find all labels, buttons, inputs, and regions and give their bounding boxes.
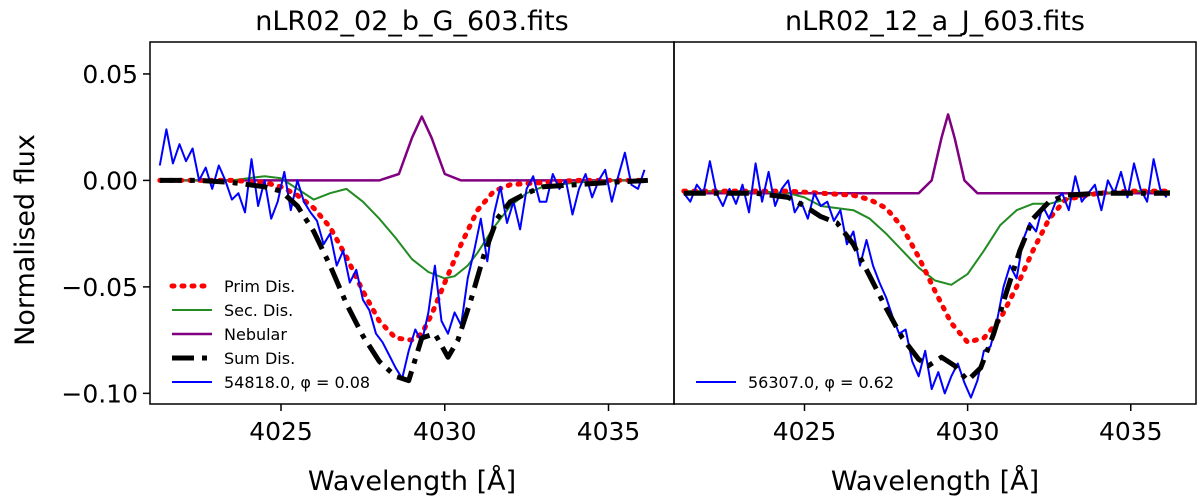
legend-label: Sum Dis. xyxy=(224,349,295,368)
y-axis-label: Normalised flux xyxy=(10,134,41,346)
series-line-prim-dis xyxy=(681,188,1173,345)
series-line-prim-dis xyxy=(157,177,651,343)
series-line-sum-dis xyxy=(683,190,1170,384)
x-tick-label: 4025 xyxy=(249,417,313,446)
panel-left: 4025 4030 4035 −0.10 −0.05 0.00 0.05 Prim Dis. S… xyxy=(61,41,675,446)
y-tick-label: 0.05 xyxy=(82,60,138,89)
x-tick-label: 4025 xyxy=(773,417,837,446)
legend-label: Prim Dis. xyxy=(224,277,295,296)
legend-label: Sec. Dis. xyxy=(224,301,293,320)
plot-frame xyxy=(673,41,1197,405)
legend-label: 56307.0, φ = 0.62 xyxy=(748,373,894,392)
y-tick-label: −0.05 xyxy=(61,273,138,302)
y-tick-label: −0.10 xyxy=(61,379,138,408)
legend: Prim Dis. Sec. Dis. Nebular Sum Dis. 54818.0… xyxy=(169,277,370,392)
x-tick-label: 4035 xyxy=(1099,417,1163,446)
x-axis-label-right: Wavelength [Å] xyxy=(831,465,1039,497)
series-line-nebular xyxy=(683,113,1170,195)
y-tick-label: 0.00 xyxy=(82,166,138,195)
series-group xyxy=(157,115,651,384)
legend-label: 54818.0, φ = 0.08 xyxy=(224,373,370,392)
x-tick-label: 4030 xyxy=(413,417,477,446)
x-tick-label: 4035 xyxy=(577,417,641,446)
panel-title-right: nLR02_12_a_J_603.fits xyxy=(785,6,1085,37)
legend-label: Nebular xyxy=(224,325,287,344)
series-line-nebular xyxy=(159,115,648,182)
legend: 56307.0, φ = 0.62 xyxy=(696,373,894,392)
series-line-sec-dis xyxy=(159,175,648,280)
panel-title-left: nLR02_02_b_G_603.fits xyxy=(255,6,568,37)
x-axis-label-left: Wavelength [Å] xyxy=(308,465,516,497)
panel-right: 4025 4030 4035 56307.0, φ = 0.62 xyxy=(673,41,1197,446)
series-line-sum-dis xyxy=(159,177,648,384)
x-tick-label: 4030 xyxy=(936,417,1000,446)
series-group xyxy=(681,113,1173,399)
